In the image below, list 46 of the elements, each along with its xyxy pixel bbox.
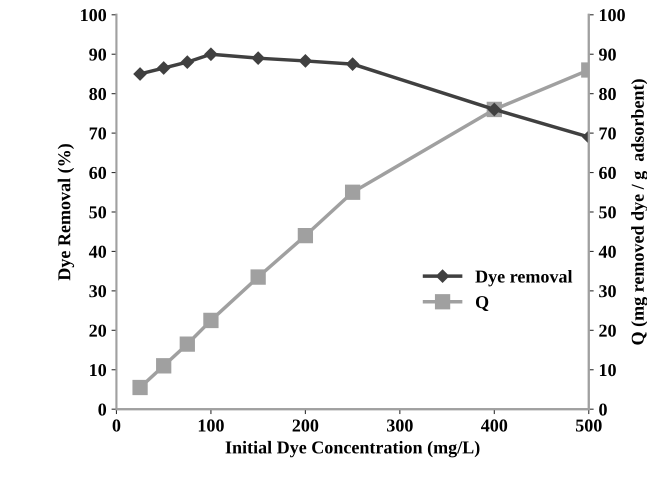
y-tick-label: 90 <box>89 48 106 61</box>
x-tick-label: 500 <box>576 419 602 432</box>
y-tick-label: 70 <box>90 127 106 140</box>
y-tick-label: 50 <box>89 206 106 218</box>
point <box>132 380 148 396</box>
point <box>298 54 312 68</box>
y2-tick-label: 30 <box>599 285 616 298</box>
y-tick-label: 80 <box>89 88 106 100</box>
x-tick-label: 0 <box>112 419 120 432</box>
x-axis-title: Initial Dye Concentration (mg/L) <box>226 440 480 458</box>
point <box>204 48 218 61</box>
y-tick-label: 0 <box>98 403 106 416</box>
point <box>344 184 360 200</box>
x-tick-label: 400 <box>481 419 508 432</box>
y2-tick-label: 90 <box>598 48 616 61</box>
y-axis-title: Dye Removal (%) <box>58 144 74 280</box>
y2-tick-label: 80 <box>599 88 616 100</box>
y2-tick-label: 70 <box>600 127 616 140</box>
x-tick-label: 100 <box>198 419 224 432</box>
y-tick-label: 60 <box>89 166 106 179</box>
y2-tick-label: 0 <box>599 403 607 416</box>
point <box>180 56 194 69</box>
legend-label: Dye removal <box>475 270 572 286</box>
point <box>346 58 360 71</box>
y-tick-label: 20 <box>89 324 106 337</box>
point <box>157 61 170 75</box>
y-tick-label: 30 <box>89 285 106 298</box>
point <box>203 312 219 328</box>
point <box>133 67 147 81</box>
y2-tick-label: 50 <box>599 206 616 218</box>
point <box>180 336 195 352</box>
y-tick-label: 100 <box>81 9 106 22</box>
legend-label: Q <box>476 296 488 311</box>
x-tick-label: 300 <box>386 419 413 432</box>
y2-tick-label: 10 <box>600 364 616 376</box>
y2-tick-label: 100 <box>600 9 625 22</box>
point <box>298 228 314 244</box>
y2-tick-label: 40 <box>598 246 616 258</box>
x-tick-label: 200 <box>292 419 318 432</box>
point <box>252 52 265 65</box>
y-tick-label: 40 <box>88 246 106 258</box>
point <box>250 269 266 285</box>
y-tick-label: 10 <box>90 364 106 376</box>
y2-tick-label: 20 <box>599 324 616 337</box>
y2-tick-label: 60 <box>599 166 616 179</box>
point <box>156 358 172 374</box>
